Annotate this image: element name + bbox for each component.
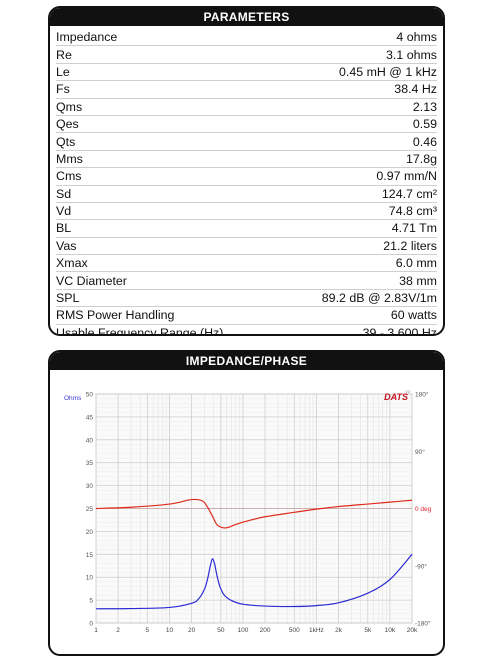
parameter-label: Usable Frequency Range (Hz) (56, 325, 224, 336)
parameter-row: Sd 124.7 cm² (56, 186, 437, 203)
y-tick-label: 0 (89, 621, 93, 628)
x-tick-label: 50 (217, 627, 225, 634)
parameter-value: 0.45 mH @ 1 kHz (339, 64, 437, 79)
parameter-label: Qes (56, 117, 79, 132)
dats-logo: DATS (384, 392, 408, 402)
parameter-value: 17.8g (405, 151, 437, 166)
parameter-value: 2.13 (412, 99, 437, 114)
parameter-value: 0.97 mm/N (376, 169, 437, 184)
x-tick-label: 1kHz (309, 627, 324, 634)
parameter-label: Qts (56, 134, 76, 149)
x-tick-label: 500 (289, 627, 300, 634)
parameter-row: Cms 0.97 mm/N (56, 168, 437, 186)
y-tick-label: 30 (86, 483, 94, 490)
parameter-row: Qes 0.59 (56, 116, 437, 134)
y-tick-label: 5 (89, 598, 93, 605)
x-tick-label: 10k (385, 627, 396, 634)
parameter-label: Fs (56, 82, 70, 97)
parameter-label: Impedance (56, 30, 118, 45)
parameter-row: Impedance 4 ohms (56, 29, 437, 47)
parameter-value: 38 mm (399, 273, 437, 288)
parameter-label: Vd (56, 204, 72, 219)
parameter-value: 4 ohms (396, 30, 437, 45)
parameter-row: Qms 2.13 (56, 99, 437, 116)
parameter-label: Cms (56, 169, 82, 184)
ohms-axis-label: Ohms (64, 395, 82, 402)
x-tick-label: 2 (116, 627, 120, 634)
y-tick-label: 45 (86, 414, 94, 421)
y-tick-label: 25 (86, 506, 94, 513)
x-tick-label: 20k (407, 627, 418, 634)
parameter-label: RMS Power Handling (56, 308, 175, 323)
x-tick-label: 20 (188, 627, 196, 634)
parameter-row: Vd 74.8 cm³ (56, 203, 437, 221)
impedance-phase-panel: IMPEDANCE/PHASE 0 5 10 15 20 25 30 35 40 45 50 1 2 5 1… (48, 350, 445, 656)
parameter-value: 6.0 mm (395, 256, 437, 271)
y-tick-label: 15 (86, 552, 94, 559)
impedance-series-line (95, 553, 413, 610)
parameter-value: 124.7 cm² (381, 186, 437, 201)
parameters-title: PARAMETERS (50, 8, 443, 26)
parameter-label: VC Diameter (56, 273, 127, 288)
parameter-value: 21.2 liters (383, 238, 437, 253)
y-tick-label: 40 (86, 437, 94, 444)
y-tick-label: 10 (86, 575, 94, 582)
parameter-row: Le 0.45 mH @ 1 kHz (56, 64, 437, 82)
parameter-label: Sd (56, 186, 72, 201)
parameter-row: Vas 21.2 liters (56, 238, 437, 256)
parameters-table: Impedance 4 ohms Re 3.1 ohms Le 0.45 mH @ 1 k… (50, 26, 443, 336)
y-tick-label: 35 (86, 460, 94, 467)
x-tick-label: 10 (166, 627, 174, 634)
parameter-row: Mms 17.8g (56, 151, 437, 169)
parameters-panel: PARAMETERS Impedance 4 ohms Re 3.1 ohms Le 0.… (48, 6, 445, 336)
parameter-row: Xmax 6.0 mm (56, 255, 437, 273)
parameter-value: 74.8 cm³ (388, 204, 437, 219)
x-tick-label: 2k (335, 627, 343, 634)
parameter-row: Fs 38.4 Hz (56, 81, 437, 99)
parameter-row: BL 4.71 Tm (56, 220, 437, 238)
y-tick-label: 20 (86, 529, 94, 536)
parameter-label: SPL (56, 291, 80, 306)
parameter-value: 39 - 3,600 Hz (362, 325, 437, 336)
parameter-row: RMS Power Handling 60 watts (56, 307, 437, 325)
parameter-value: 0.46 (412, 134, 437, 149)
parameter-label: Xmax (56, 256, 88, 271)
parameter-row: Qts 0.46 (56, 133, 437, 151)
parameter-label: Mms (56, 151, 83, 166)
y-tick-label: 50 (86, 392, 94, 399)
parameter-value: 3.1 ohms (386, 47, 437, 62)
parameter-row: SPL 89.2 dB @ 2.83V/1m (56, 290, 437, 308)
parameter-row: Usable Frequency Range (Hz) 39 - 3,600 Hz (56, 325, 437, 336)
parameter-value: 89.2 dB @ 2.83V/1m (321, 291, 437, 306)
parameter-label: Le (56, 64, 70, 79)
x-tick-label: 5 (146, 627, 150, 634)
y2-tick-label: 0 deg (415, 506, 432, 513)
parameter-row: VC Diameter 38 mm (56, 272, 437, 290)
parameter-value: 38.4 Hz (394, 82, 437, 97)
parameter-value: 4.71 Tm (391, 221, 437, 236)
impedance-phase-title: IMPEDANCE/PHASE (50, 352, 443, 370)
x-tick-label: 5k (364, 627, 372, 634)
y2-tick-label: -180° (415, 620, 431, 628)
y2-tick-label: 180° (415, 391, 429, 399)
parameter-label: Vas (56, 238, 77, 253)
x-tick-label: 200 (260, 627, 271, 634)
y2-tick-label: 90° (415, 448, 425, 456)
phase-series-line (95, 498, 413, 529)
parameter-value: 60 watts (390, 308, 437, 323)
parameter-label: Re (56, 47, 72, 62)
x-tick-label: 1 (94, 627, 98, 634)
parameter-label: BL (56, 221, 72, 236)
y2-tick-label: -90° (415, 562, 427, 570)
dats-version: V3 (405, 389, 411, 394)
parameter-value: 0.59 (412, 117, 437, 132)
x-tick-label: 100 (238, 627, 249, 634)
parameter-label: Qms (56, 99, 83, 114)
parameter-row: Re 3.1 ohms (56, 46, 437, 64)
